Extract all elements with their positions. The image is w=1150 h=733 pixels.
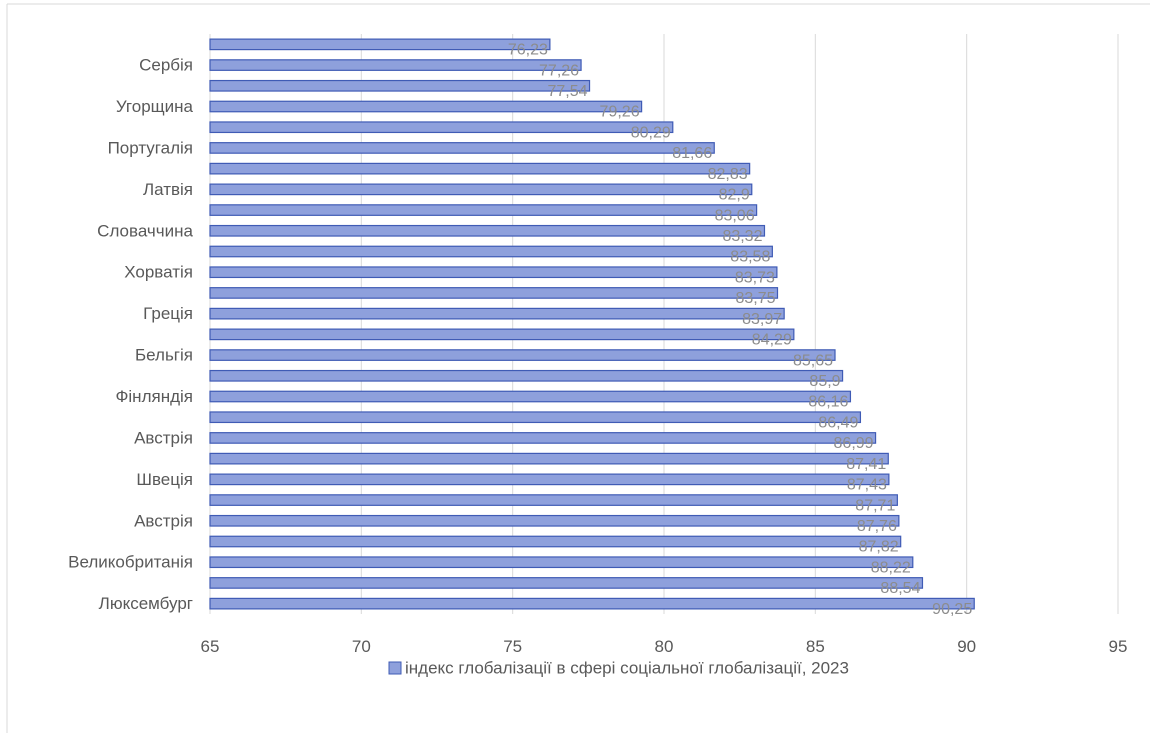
data-label: 85,65 (793, 352, 833, 369)
data-label: 86,99 (834, 435, 874, 452)
data-label: 90,25 (932, 601, 972, 618)
x-tick-label: 70 (352, 637, 371, 656)
bar (209, 245, 773, 258)
data-label: 81,66 (672, 145, 712, 162)
category-label: Великобританія (68, 553, 193, 572)
data-label: 77,26 (539, 62, 579, 79)
bar (209, 452, 889, 465)
data-label: 87,41 (846, 456, 886, 473)
bar (209, 494, 898, 506)
data-label: 83,06 (715, 207, 755, 224)
category-label: Австрія (134, 428, 193, 447)
bar (209, 224, 766, 237)
legend: індекс глобалізації в сфері соціальної г… (388, 658, 849, 677)
bar (209, 514, 900, 527)
category-label: Греція (143, 304, 193, 323)
x-tick-label: 85 (806, 637, 825, 656)
x-tick-label: 80 (655, 637, 674, 656)
bar (209, 369, 844, 382)
bar (209, 390, 852, 403)
category-label: Португалія (108, 138, 193, 157)
data-label: 84,29 (752, 332, 792, 349)
bar (209, 328, 795, 341)
category-label: Угорщина (116, 97, 194, 116)
category-label: Хорватія (124, 263, 193, 282)
data-label: 83,75 (735, 290, 775, 307)
data-label: 82,83 (708, 166, 748, 183)
data-label: 85,9 (809, 373, 840, 390)
data-label: 86,16 (808, 394, 848, 411)
category-label: Латвія (143, 180, 193, 199)
x-tick-label: 95 (1109, 637, 1128, 656)
data-label: 76,23 (508, 42, 548, 59)
data-label: 87,76 (857, 518, 897, 535)
x-tick-label: 90 (957, 637, 976, 656)
category-label: Швеція (136, 470, 193, 489)
bar (209, 473, 890, 486)
data-label: 82,9 (719, 187, 750, 204)
category-label: Люксембург (99, 594, 193, 613)
data-label: 87,71 (855, 497, 895, 514)
data-label: 88,54 (880, 580, 920, 597)
data-label: 79,26 (600, 104, 640, 121)
bar (209, 307, 785, 320)
bar (209, 287, 779, 299)
bar (209, 597, 975, 610)
data-label: 83,32 (722, 228, 762, 245)
category-label: Фінляндія (115, 387, 193, 406)
data-label: 87,43 (847, 477, 887, 494)
bar (209, 142, 715, 154)
data-label: 77,54 (547, 83, 587, 100)
bar (209, 349, 836, 361)
bar (209, 162, 751, 175)
legend-label: індекс глобалізації в сфері соціальної г… (405, 658, 849, 677)
category-labels: Сербія Угорщина Португалія Латвія Словаччина… (68, 56, 193, 614)
bar (209, 266, 778, 279)
bar (209, 577, 924, 589)
data-label: 83,73 (735, 269, 775, 286)
x-tick-label: 65 (201, 637, 220, 656)
bar (209, 183, 753, 196)
category-label: Словаччина (97, 221, 193, 240)
bar (209, 59, 582, 71)
bar (209, 38, 551, 51)
data-label: 88,22 (871, 559, 911, 576)
gridlines (209, 34, 1119, 614)
x-axis-tick-labels: 65 70 75 80 85 90 95 (201, 637, 1128, 656)
bars (209, 38, 975, 610)
bar (209, 121, 674, 134)
bar (209, 79, 591, 92)
bar (209, 535, 902, 548)
data-label: 80,29 (631, 124, 671, 141)
bar (209, 432, 877, 444)
data-label: 86,49 (818, 414, 858, 431)
data-label: 83,97 (742, 311, 782, 328)
bar (209, 204, 758, 216)
data-label: 83,58 (730, 249, 770, 266)
category-label: Австрія (134, 511, 193, 530)
bar (209, 100, 643, 113)
chart-frame (6, 3, 1150, 733)
legend-swatch (388, 661, 402, 675)
bar (209, 411, 862, 424)
data-label: 87,82 (859, 539, 899, 556)
category-label: Бельгія (135, 346, 193, 365)
x-tick-label: 75 (503, 637, 522, 656)
bar (209, 556, 914, 569)
category-label: Сербія (139, 56, 193, 75)
